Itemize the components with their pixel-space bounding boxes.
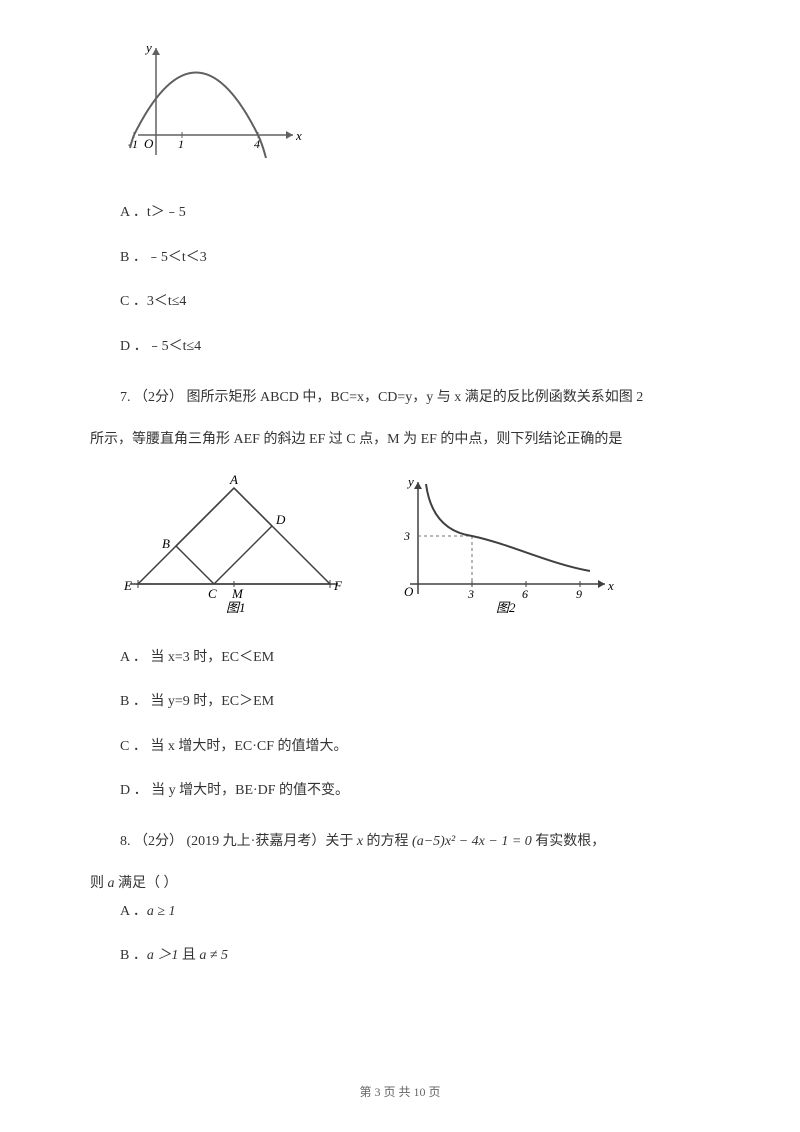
y-axis-label: y [144, 40, 152, 55]
option-7d: D ． 当 y 增大时，BE·DF 的值不变。 [120, 780, 710, 802]
q8-l2-suffix: 满足（ ） [115, 876, 178, 891]
label-B: B [162, 536, 170, 551]
q7-line2: 所示，等腰直角三角形 AEF 的斜边 EF 过 C 点，M 为 EF 的中点，则… [90, 432, 622, 447]
option-7c: C ． 当 x 增大时，EC·CF 的值增大。 [120, 736, 710, 758]
parabola-svg: x y O -1 1 4 [108, 40, 308, 170]
label-C: C [208, 586, 217, 601]
option-8b: B ．a ＞1 且 a ≠ 5 [120, 945, 710, 967]
option-6c: C ．3＜t≤4 [120, 291, 710, 313]
q8-mid: 的方程 [363, 834, 412, 849]
fig2-origin: O [404, 584, 414, 599]
footer-text: 第 3 页 共 10 页 [359, 1085, 440, 1099]
fig2-ytick: 3 [403, 529, 410, 543]
label-M: M [231, 586, 244, 601]
fig2-xtick: 6 [522, 587, 528, 601]
label-A: A [229, 474, 238, 487]
x-tick: 1 [178, 137, 184, 151]
q8-l2-prefix: 则 [90, 876, 108, 891]
fig2-y-label: y [406, 474, 414, 489]
option-8a: A ．a ≥ 1 [120, 901, 710, 923]
q7-figures: A B C D E F M 图1 x y O 3 [120, 474, 710, 622]
opt8b-prefix: B ． [120, 948, 147, 963]
option-6a: A ．t＞﹣5 [120, 202, 710, 224]
option-6d: D ．﹣5＜t≤4 [120, 336, 710, 358]
option-7b: B ． 当 y=9 时，EC＞EM [120, 691, 710, 713]
page-footer: 第 3 页 共 10 页 [0, 1083, 800, 1102]
fig1-caption: 图1 [226, 600, 246, 614]
fig1-wrapper: A B C D E F M 图1 [120, 474, 350, 622]
question-8: 8. （2分） (2019 九上·获嘉月考）关于 x 的方程 (a−5)x² −… [120, 826, 710, 858]
opt8b-m1: a ＞1 [147, 948, 179, 963]
label-D: D [275, 512, 286, 527]
opt8a-math: a ≥ 1 [147, 904, 176, 919]
label-F: F [333, 578, 343, 593]
opt8a-prefix: A ． [120, 904, 147, 919]
fig2-x-label: x [607, 578, 614, 593]
q7-line1: 7. （2分） 图所示矩形 ABCD 中，BC=x，CD=y，y 与 x 满足的… [120, 390, 643, 405]
origin-label: O [144, 136, 154, 151]
option-7a: A ． 当 x=3 时，EC＜EM [120, 647, 710, 669]
fig2-xtick: 3 [467, 587, 474, 601]
q8-line2: 则 a 满足（ ） [90, 868, 710, 900]
parabola-figure: x y O -1 1 4 [108, 40, 710, 178]
q8-a: a [108, 876, 115, 891]
fig2-wrapper: x y O 3 6 9 3 图2 [390, 474, 620, 622]
q8-prefix: 8. （2分） (2019 九上·获嘉月考）关于 [120, 834, 357, 849]
q8-suffix: 有实数根， [532, 834, 606, 849]
q8-equation: (a−5)x² − 4x − 1 = 0 [412, 834, 532, 849]
opt8b-mid: 且 [178, 948, 199, 963]
option-6b: B ．﹣5＜t＜3 [120, 247, 710, 269]
label-E: E [123, 578, 132, 593]
question-7: 7. （2分） 图所示矩形 ABCD 中，BC=x，CD=y，y 与 x 满足的… [120, 382, 710, 414]
fig2-xtick: 9 [576, 587, 582, 601]
fig1-svg: A B C D E F M 图1 [120, 474, 350, 614]
opt8b-m2: a ≠ 5 [199, 948, 228, 963]
q7-line2-wrap: 所示，等腰直角三角形 AEF 的斜边 EF 过 C 点，M 为 EF 的中点，则… [90, 424, 710, 456]
fig2-svg: x y O 3 6 9 3 图2 [390, 474, 620, 614]
fig2-caption: 图2 [496, 600, 516, 614]
x-axis-label: x [295, 128, 302, 143]
